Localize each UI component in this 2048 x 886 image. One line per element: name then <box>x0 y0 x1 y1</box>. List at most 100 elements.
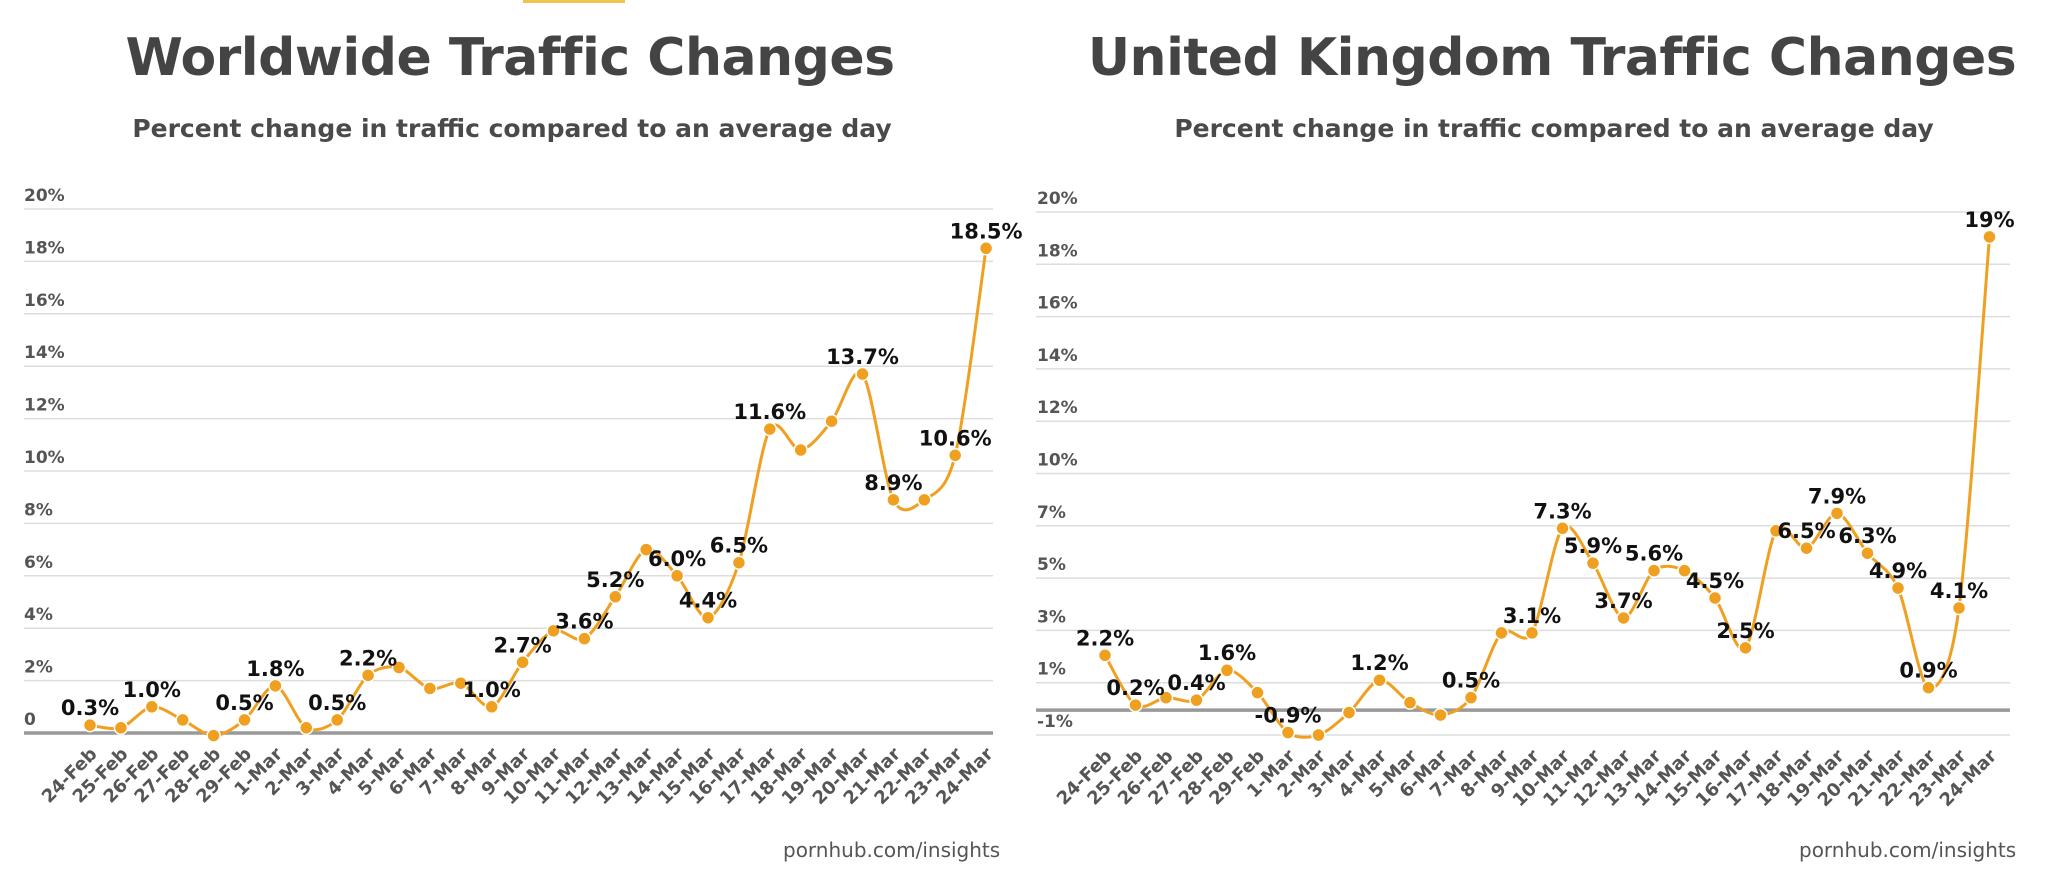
data-point <box>82 717 98 733</box>
data-point <box>947 448 963 463</box>
data-point <box>700 610 716 625</box>
data-label: 3.1% <box>1503 604 1561 628</box>
data-point <box>886 492 901 508</box>
y-tick-label: 12% <box>24 396 65 416</box>
data-point <box>144 699 160 715</box>
data-point <box>1707 590 1723 606</box>
y-tick-label: 14% <box>1037 346 1078 366</box>
chart-subtitle: Percent change in traffic compared to an… <box>132 114 892 143</box>
data-label: 3.6% <box>555 610 613 634</box>
data-point <box>824 413 839 429</box>
data-label: 0.5% <box>1442 669 1500 693</box>
data-point <box>917 492 932 508</box>
data-point <box>1128 697 1143 713</box>
data-point <box>329 712 345 728</box>
data-label: 11.6% <box>733 400 806 424</box>
data-point <box>453 675 469 691</box>
data-label: 1.0% <box>463 678 521 702</box>
data-label: 2.7% <box>493 633 551 657</box>
y-tick-label: 3% <box>1037 607 1066 627</box>
data-label: 5.2% <box>586 568 644 592</box>
data-label: 1.0% <box>123 678 181 702</box>
data-point <box>1463 690 1479 705</box>
data-point <box>206 728 221 743</box>
uk-chart-panel: United Kingdom Traffic Changes Percent c… <box>1024 0 2048 886</box>
data-label: 6.5% <box>1777 519 1835 543</box>
data-label: 4.5% <box>1686 569 1744 593</box>
data-label: 6.3% <box>1838 524 1896 548</box>
data-point <box>1738 640 1753 656</box>
y-tick-label: 18% <box>24 238 65 258</box>
data-point <box>1158 690 1174 705</box>
series-line <box>1103 236 1991 739</box>
data-point <box>1860 545 1875 561</box>
y-tick-label: 20% <box>1037 189 1078 209</box>
data-label: 5.6% <box>1625 542 1683 566</box>
data-point <box>1921 680 1936 695</box>
y-tick-label: 7% <box>1037 503 1066 523</box>
data-label: 5.9% <box>1564 534 1622 558</box>
data-point <box>1799 540 1814 556</box>
y-tick-label: 6% <box>24 553 53 573</box>
worldwide-line-chart: 20%18%16%14%12%10%8%6%4%2%024-Feb25-Feb2… <box>24 186 1023 809</box>
y-tick-label: 4% <box>24 605 53 625</box>
data-point <box>237 712 252 728</box>
data-label: 10.6% <box>919 426 992 450</box>
y-tick-label: -1% <box>1037 712 1073 732</box>
data-label: 4.4% <box>679 589 737 613</box>
data-point <box>1250 685 1265 700</box>
data-label: 7.9% <box>1808 484 1866 508</box>
chart-title: Worldwide Traffic Changes <box>125 28 895 88</box>
data-point <box>1677 563 1692 578</box>
data-label: 6.5% <box>710 534 768 558</box>
data-point <box>1646 563 1662 578</box>
data-label: 13.7% <box>826 345 899 369</box>
y-tick-label: 0 <box>24 710 36 730</box>
y-tick-label: 16% <box>1037 294 1078 314</box>
data-label: 2.2% <box>1076 626 1134 650</box>
data-label: 0.5% <box>308 691 366 715</box>
data-point <box>1951 600 1967 616</box>
data-label: 0.5% <box>215 691 273 715</box>
data-point <box>422 681 438 696</box>
data-point <box>360 668 376 683</box>
y-tick-label: 8% <box>24 500 53 520</box>
data-label: 7.3% <box>1533 499 1591 523</box>
data-point <box>793 442 808 458</box>
y-tick-label: 16% <box>24 291 65 311</box>
data-point <box>731 555 747 570</box>
data-label: 0.2% <box>1106 676 1164 700</box>
data-point <box>175 712 190 728</box>
data-label: 1.8% <box>246 657 304 681</box>
data-point <box>299 720 314 736</box>
data-point <box>113 720 129 736</box>
y-tick-label: 1% <box>1037 660 1066 680</box>
data-point <box>1616 610 1631 626</box>
data-point <box>1494 625 1509 641</box>
data-point <box>484 699 499 715</box>
data-label: 18.5% <box>950 219 1023 243</box>
data-point <box>391 660 407 675</box>
y-tick-label: 20% <box>24 186 65 206</box>
data-point <box>978 241 994 256</box>
data-label: 2.5% <box>1716 619 1774 643</box>
y-tick-label: 10% <box>24 448 65 468</box>
data-point <box>1402 695 1418 710</box>
data-point <box>546 623 561 639</box>
source-credit: pornhub.com/insights <box>1799 838 2017 862</box>
data-point <box>1219 662 1235 678</box>
data-point <box>1890 580 1906 596</box>
data-point <box>1097 648 1113 663</box>
data-label: 19% <box>1964 208 2014 232</box>
data-label: 0.4% <box>1167 671 1225 695</box>
data-label: 3.7% <box>1594 589 1652 613</box>
chart-subtitle: Percent change in traffic compared to an… <box>1174 114 1934 143</box>
series-line <box>89 248 988 738</box>
chart-title: United Kingdom Traffic Changes <box>1087 28 2017 88</box>
data-point <box>1768 523 1784 539</box>
data-point <box>1372 672 1387 688</box>
data-label: 1.2% <box>1350 651 1408 675</box>
data-label: 2.2% <box>339 646 397 670</box>
data-label: 0.3% <box>61 696 119 720</box>
data-point <box>1189 692 1204 708</box>
